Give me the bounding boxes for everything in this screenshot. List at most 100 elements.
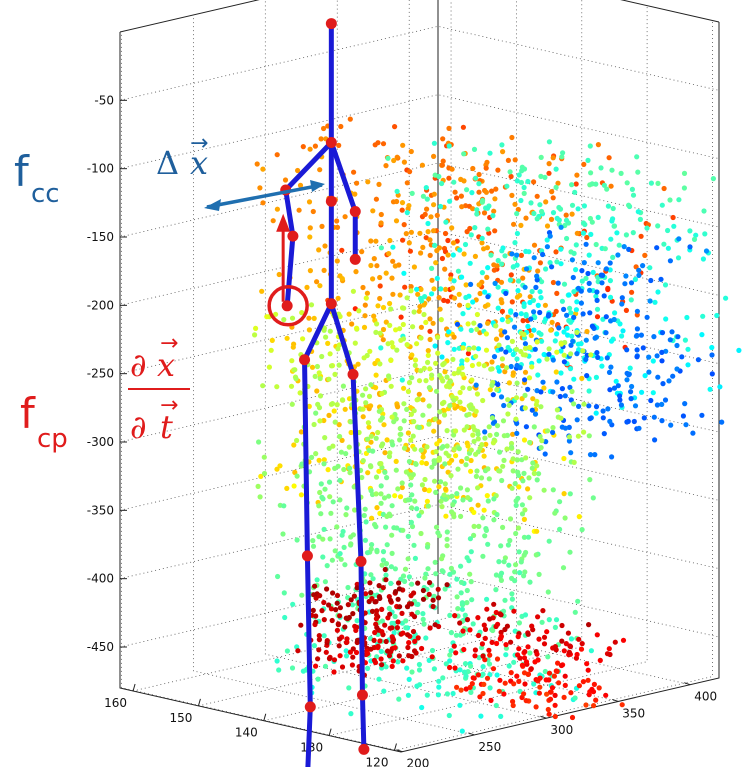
cloud-point [257, 494, 263, 500]
cloud-point [464, 587, 470, 594]
cloud-point [363, 386, 369, 392]
cloud-point [550, 389, 556, 395]
cloud-point [661, 241, 667, 247]
cloud-point [583, 702, 589, 708]
cloud-point [534, 339, 540, 345]
cloud-point [500, 149, 506, 155]
cloud-point [373, 491, 379, 497]
cloud-point [300, 144, 306, 150]
cloud-point [456, 446, 462, 452]
cloud-point [532, 411, 539, 417]
cloud-point [496, 688, 502, 694]
cloud-point [516, 646, 522, 652]
cloud-point [518, 179, 525, 186]
cloud-point [404, 406, 410, 412]
cloud-point [260, 200, 266, 206]
cloud-point [403, 469, 409, 475]
cloud-point [629, 383, 635, 390]
cloud-point [519, 662, 526, 668]
cloud-point [288, 383, 295, 389]
cloud-point [507, 516, 514, 522]
cloud-point [585, 157, 591, 163]
cloud-point [414, 397, 420, 403]
grid-line-z [119, 230, 720, 306]
cloud-point [532, 346, 538, 352]
cloud-point [393, 218, 400, 224]
cloud-point [559, 154, 565, 160]
cloud-point [431, 153, 437, 159]
cloud-point [426, 487, 432, 493]
cloud-point [409, 190, 415, 196]
cloud-point [377, 595, 383, 602]
cloud-point [437, 203, 444, 210]
cloud-point [595, 214, 601, 220]
grid-line-x [132, 0, 452, 692]
cloud-point [709, 352, 715, 358]
cloud-point [322, 243, 328, 249]
cloud-point [414, 506, 420, 512]
cloud-point [415, 580, 421, 586]
cloud-point [282, 614, 288, 621]
cloud-point [561, 455, 567, 462]
cloud-point [446, 143, 452, 149]
cloud-point [490, 627, 496, 634]
cloud-point [474, 468, 480, 474]
cloud-point [407, 169, 413, 175]
cloud-point [461, 669, 468, 675]
cloud-point [383, 638, 389, 645]
cloud-point [256, 439, 262, 445]
cloud-point [392, 613, 398, 620]
cloud-point [431, 202, 437, 208]
cloud-point [618, 402, 625, 408]
cloud-point [395, 596, 401, 602]
cloud-point [671, 223, 677, 229]
cloud-point [546, 670, 553, 676]
cloud-point [487, 387, 493, 393]
cloud-point [700, 313, 706, 319]
cloud-point [521, 437, 528, 443]
cloud-point [542, 174, 548, 180]
cloud-point [519, 502, 526, 508]
cloud-point [480, 664, 486, 670]
cloud-point [347, 649, 353, 655]
cloud-point [587, 287, 593, 293]
cloud-point [589, 181, 595, 187]
cloud-point [390, 258, 396, 264]
cloud-point [383, 572, 389, 578]
cloud-point [454, 594, 460, 600]
cloud-point [448, 272, 454, 278]
cloud-point [521, 655, 528, 661]
z-tick-label: -200 [87, 298, 114, 312]
partial-denominator-variable: t [160, 408, 173, 446]
cloud-point [620, 637, 627, 643]
cloud-point [484, 596, 490, 602]
joint-l_knee [355, 555, 367, 567]
cloud-point [581, 429, 587, 435]
cloud-point [630, 192, 637, 198]
cloud-point [337, 653, 343, 659]
cloud-point [482, 303, 488, 309]
cloud-point [476, 282, 482, 288]
cloud-point [397, 292, 403, 298]
cloud-point [435, 334, 441, 340]
cloud-point [454, 321, 461, 327]
cloud-point [427, 366, 433, 372]
cloud-point [586, 252, 592, 258]
cloud-point [378, 483, 384, 489]
cloud-point [588, 170, 594, 176]
cloud-point [503, 642, 509, 648]
cloud-point [292, 367, 298, 373]
cloud-point [504, 335, 510, 341]
cloud-point [345, 602, 351, 608]
cloud-point [527, 579, 533, 585]
y-tick-mark [540, 715, 547, 719]
cloud-point [425, 229, 431, 235]
cloud-point [316, 503, 322, 509]
cloud-point [439, 180, 445, 187]
cloud-point [655, 289, 661, 295]
cloud-point [498, 543, 504, 549]
cloud-point [508, 272, 514, 278]
cloud-point [514, 262, 520, 268]
cloud-point [475, 615, 481, 621]
cloud-point [546, 170, 552, 176]
